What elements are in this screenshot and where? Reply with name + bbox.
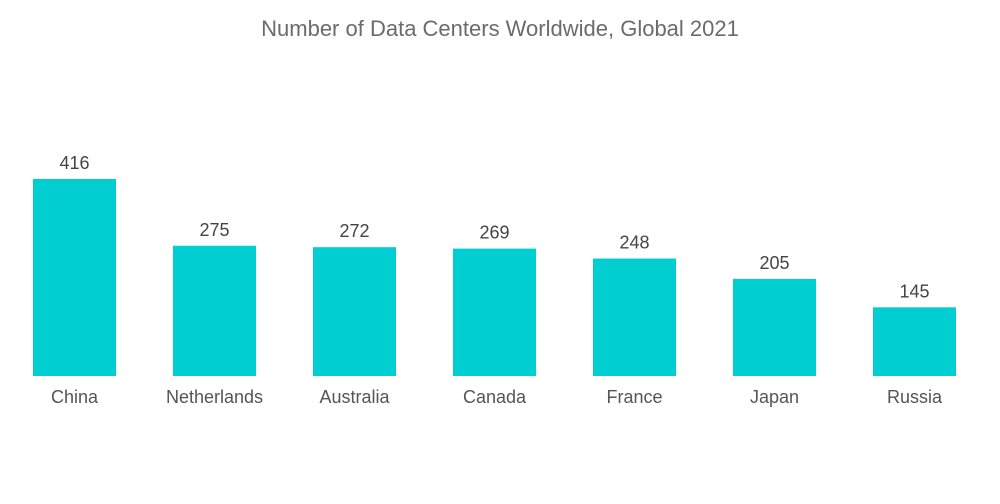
x-tick-label: France	[606, 387, 662, 407]
chart-title: Number of Data Centers Worldwide, Global…	[261, 16, 739, 41]
data-label: 272	[339, 221, 369, 241]
x-tick-label: Netherlands	[166, 387, 263, 407]
x-tick-label: Australia	[319, 387, 390, 407]
data-label: 205	[759, 253, 789, 273]
data-label: 269	[479, 223, 509, 243]
bar-russia	[873, 307, 956, 376]
bar-china	[33, 179, 116, 376]
bar-australia	[313, 247, 396, 376]
data-label: 248	[619, 233, 649, 253]
data-label: 416	[59, 153, 89, 173]
data-label: 145	[899, 281, 929, 301]
x-tick-label: Canada	[463, 387, 527, 407]
bar-france	[593, 258, 676, 376]
x-tick-label: Japan	[750, 387, 799, 407]
data-label: 275	[199, 220, 229, 240]
x-tick-label: China	[51, 387, 99, 407]
x-tick-label: Russia	[887, 387, 943, 407]
bar-canada	[453, 248, 536, 376]
bar-japan	[733, 278, 816, 376]
bar-netherlands	[173, 245, 256, 376]
